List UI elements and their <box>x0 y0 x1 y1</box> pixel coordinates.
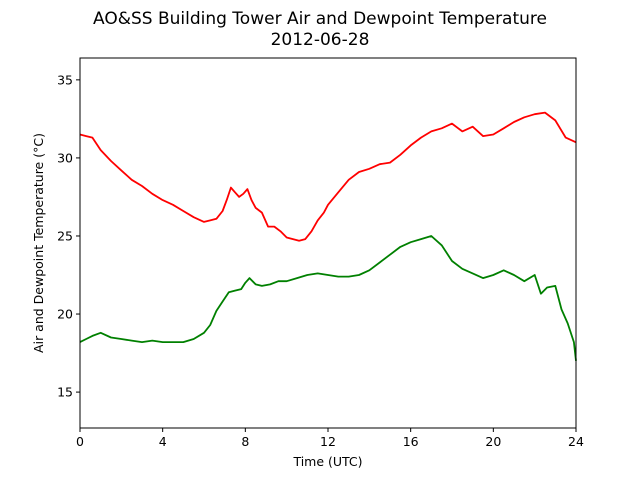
x-axis-ticks: 0 4 8 12 16 20 24 <box>76 428 584 449</box>
dewpoint-temperature-line <box>79 235 577 361</box>
y-tick-label: 25 <box>57 228 73 243</box>
x-tick-label: 12 <box>320 434 336 449</box>
y-tick-label: 30 <box>57 150 73 165</box>
y-axis-label: Air and Dewpoint Temperature (°C) <box>31 133 46 353</box>
x-axis-label: Time (UTC) <box>292 454 362 469</box>
air-temperature-line <box>79 111 577 242</box>
x-tick-label: 8 <box>241 434 249 449</box>
chart-title: AO&SS Building Tower Air and Dewpoint Te… <box>93 9 547 29</box>
y-tick-label: 15 <box>57 385 73 400</box>
x-tick-label: 4 <box>159 434 167 449</box>
x-tick-label: 0 <box>76 434 84 449</box>
chart-subtitle: 2012-06-28 <box>271 30 370 50</box>
plot-frame <box>79 57 577 429</box>
y-axis-ticks: 15 20 25 30 35 <box>57 72 80 400</box>
y-tick-label: 35 <box>57 72 73 87</box>
x-tick-label: 16 <box>403 434 419 449</box>
y-tick-label: 20 <box>57 307 73 322</box>
x-tick-label: 24 <box>568 434 584 449</box>
x-tick-label: 20 <box>485 434 501 449</box>
plot-lines <box>79 111 577 361</box>
